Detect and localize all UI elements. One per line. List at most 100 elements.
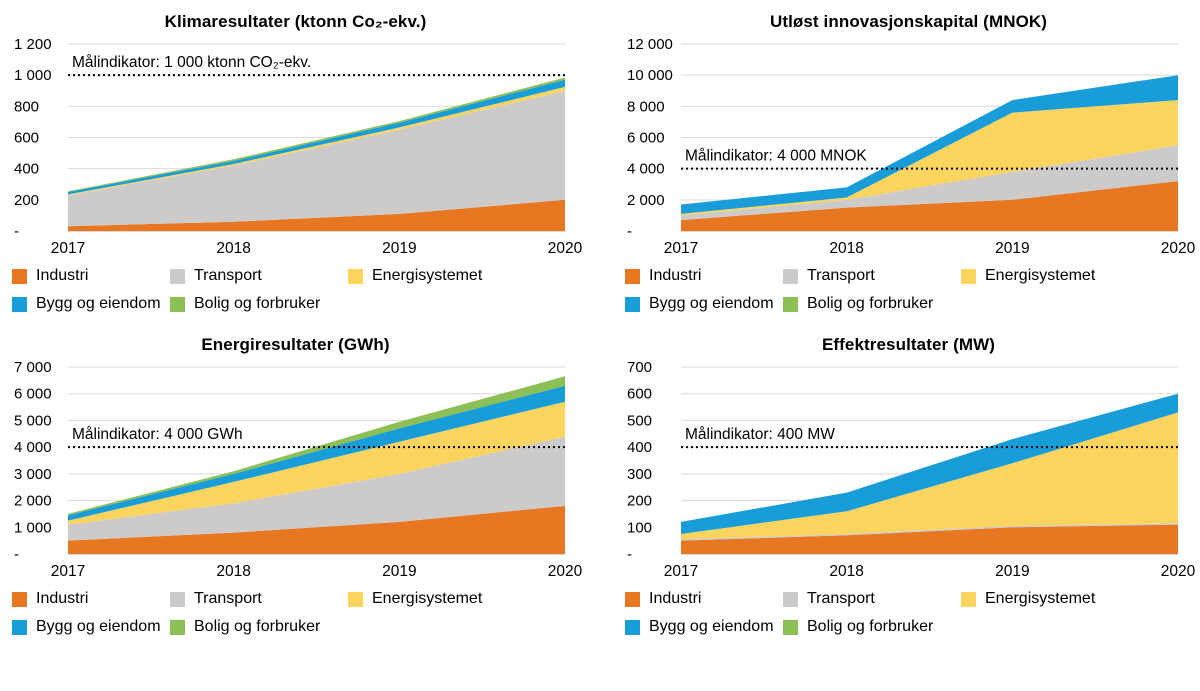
area-bygg-og-eiendom [68,79,565,195]
legend-label: Transport [194,590,262,607]
y-tick-label: 10 000 [627,67,673,84]
legend-label: Transport [807,590,875,607]
legend-label: Industri [649,590,702,607]
legend-item-bygg-og-eiendom: Bygg og eiendom [625,295,783,313]
legend-swatch-icon [12,296,27,312]
y-tick-label: 100 [627,519,652,536]
figure: Klimaresultater (ktonn Co₂-ekv.) - 200 400… [12,6,1196,636]
x-tick-label: 2019 [995,240,1029,257]
legend-swatch-icon [12,268,27,284]
chart-canvas: - 2 000 4 000 6 000 8 000 10 000 12 000 Målindi… [627,36,1196,257]
legend-item-industri: Industri [625,267,783,285]
legend-item-energisystemet: Energisystemet [348,267,579,285]
area-bolig-og-forbruker [68,376,565,516]
legend-label: Transport [194,267,262,284]
legend-swatch-icon [625,296,640,312]
target-label: Målindikator: 4 000 GWh [72,426,243,443]
legend-swatch-icon [12,619,27,635]
x-tick-label: 2020 [1161,240,1196,257]
x-tick-label: 2017 [51,240,85,257]
y-tick-label: 12 000 [627,36,673,53]
legend-item-energisystemet: Energisystemet [348,590,579,608]
x-tick-label: 2020 [548,563,583,580]
area-transport [68,90,565,227]
chart-title-innovasjonskapital: Utløst innovasjonskapital (MNOK) [769,12,1048,31]
x-tick-label: 2020 [1161,563,1196,580]
x-tick-label: 2020 [548,240,583,257]
y-tick-label: 200 [627,493,652,510]
x-tick-label: 2018 [216,563,250,580]
chart-plot-effektresultater: - 100 200 300 400 500 600 700 Målindikator: 400 … [625,359,1196,584]
legend-label: Energisystemet [372,267,483,284]
area-bygg-og-eiendom [68,385,565,521]
y-tick-label: 400 [14,161,39,178]
y-tick-label: 600 [14,130,39,147]
area-energisystemet [681,412,1178,540]
legend-swatch-icon [348,591,363,607]
x-tick-label: 2019 [995,563,1029,580]
legend-item-industri: Industri [12,590,170,608]
chart-canvas: - 100 200 300 400 500 600 700 Målindikator: 400 … [627,359,1196,580]
chart-canvas: - 1 000 2 000 3 000 4 000 5 000 6 000 7 000 Måli… [14,359,583,580]
legend-item-transport: Transport [783,590,961,608]
area-industri [68,505,565,554]
target-label: Målindikator: 400 MW [685,426,835,443]
legend-item-bygg-og-eiendom: Bygg og eiendom [12,295,170,313]
panel-klimaresultater: Klimaresultater (ktonn Co₂-ekv.) - 200 400… [12,6,583,313]
y-tick-label: 7 000 [14,359,52,376]
y-tick-label: 600 [627,386,652,403]
legend-item-transport: Transport [783,267,961,285]
y-tick-label: 8 000 [627,98,665,115]
chart-title-effektresultater: Effektresultater (MW) [821,335,996,354]
y-tick-label: 1 200 [14,36,52,53]
area-bygg-og-eiendom [681,393,1178,534]
panel-effektresultater: Effektresultater (MW) - 100 200 300 400 500 60… [625,329,1196,636]
area-energisystemet [681,100,1178,216]
legend-item-bolig-og-forbruker: Bolig og forbruker [170,295,348,313]
y-tick-label: 3 000 [14,466,52,483]
legend-label: Energisystemet [985,267,1096,284]
legend-label: Energisystemet [985,590,1096,607]
legend-label: Transport [807,267,875,284]
y-tick-label: 6 000 [14,386,52,403]
legend-item-industri: Industri [625,590,783,608]
legend-swatch-icon [783,268,798,284]
area-energisystemet [68,401,565,525]
legend-label: Bygg og eiendom [36,618,161,635]
legend-item-energisystemet: Energisystemet [961,267,1192,285]
x-tick-label: 2018 [216,240,250,257]
x-tick-label: 2018 [829,563,863,580]
y-tick-label: - [14,546,19,563]
legend-label: Bygg og eiendom [36,295,161,312]
x-tick-label: 2018 [829,240,863,257]
panel-innovasjonskapital: Utløst innovasjonskapital (MNOK) - 2 000 4… [625,6,1196,313]
legend-swatch-icon [170,591,185,607]
legend-label: Industri [649,267,702,284]
y-tick-label: 4 000 [627,161,665,178]
legend-swatch-icon [961,268,976,284]
y-tick-label: - [627,223,632,240]
legend-item-bygg-og-eiendom: Bygg og eiendom [625,618,783,636]
area-transport [68,436,565,541]
legend-item-bolig-og-forbruker: Bolig og forbruker [783,295,961,313]
legend-swatch-icon [961,591,976,607]
y-tick-label: 200 [14,192,39,209]
x-tick-label: 2019 [382,240,416,257]
y-tick-label: 5 000 [14,412,52,429]
chart-title-klimaresultater: Klimaresultater (ktonn Co₂-ekv.) [164,12,427,31]
legend-label: Bygg og eiendom [649,618,774,635]
area-bygg-og-eiendom [681,75,1178,214]
chart-legend: Industri Transport Energisystemet Bygg og e… [625,590,1192,636]
legend-swatch-icon [783,296,798,312]
area-industri [68,199,565,231]
legend-swatch-icon [348,268,363,284]
legend-label: Energisystemet [372,590,483,607]
y-tick-label: 1 000 [14,519,52,536]
y-tick-label: 2 000 [14,493,52,510]
legend-label: Industri [36,590,89,607]
chart-canvas: - 200 400 600 800 1 000 1 200 Målindikator: 1 0… [14,36,583,257]
y-tick-label: 500 [627,412,652,429]
target-label: Målindikator: 1 000 ktonn CO₂-ekv. [72,54,311,71]
y-tick-label: 300 [627,466,652,483]
legend-swatch-icon [170,619,185,635]
